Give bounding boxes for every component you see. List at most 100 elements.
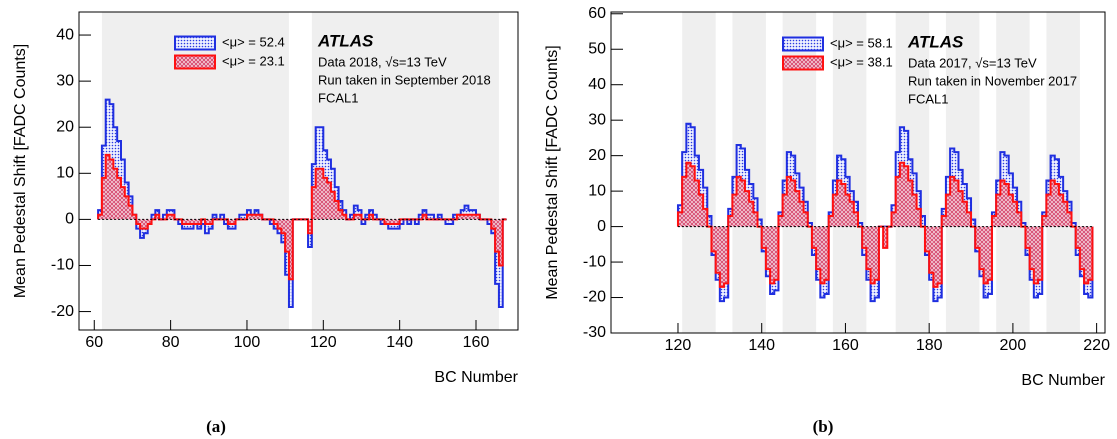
histogram-bin xyxy=(136,219,141,224)
histogram-bin xyxy=(1033,226,1039,284)
histogram-bin xyxy=(361,219,366,224)
histogram-bin xyxy=(908,180,913,227)
y-axis-label: Mean Pedestal Shift [FADC Counts] xyxy=(544,45,561,299)
histogram-bin xyxy=(155,214,160,220)
histogram-bin xyxy=(204,219,209,234)
histogram-bin xyxy=(338,210,343,220)
histogram-bin xyxy=(786,176,792,227)
panel-label: (b) xyxy=(813,417,834,436)
y-tick-label: 0 xyxy=(597,218,606,235)
histogram-bin xyxy=(1084,226,1089,284)
histogram-bin xyxy=(308,219,312,234)
histogram-bin xyxy=(841,184,846,227)
histogram-bin xyxy=(1017,212,1022,227)
histogram-bin xyxy=(924,226,930,252)
histogram-bin xyxy=(147,219,152,224)
histogram-bin xyxy=(220,214,225,220)
histogram-bin xyxy=(677,212,683,227)
histogram-bin xyxy=(853,212,858,227)
histogram-bin xyxy=(239,214,244,220)
histogram-bin xyxy=(1063,201,1068,227)
histogram-bin xyxy=(197,219,202,224)
histogram-bin xyxy=(849,201,854,227)
histogram-bin xyxy=(698,194,704,227)
histogram-bin xyxy=(334,200,339,220)
legend-label: <μ> = 58.1 xyxy=(830,35,893,50)
annotation: Run taken in November 2017 xyxy=(908,73,1077,88)
histogram-bin xyxy=(686,162,691,227)
histogram-bin xyxy=(330,191,335,220)
histogram-bin xyxy=(782,194,787,227)
histogram-bin xyxy=(845,194,850,227)
x-tick-label: 140 xyxy=(748,337,775,354)
histogram-bin xyxy=(920,215,925,227)
annotation: FCAL1 xyxy=(908,91,948,106)
histogram-bin xyxy=(1058,194,1064,227)
histogram-bin xyxy=(464,205,469,220)
histogram-bin xyxy=(487,219,492,224)
histogram-bin xyxy=(185,219,190,224)
histogram-bin xyxy=(736,176,741,227)
histogram-bin xyxy=(128,205,133,220)
histogram-bin xyxy=(224,219,228,224)
histogram-bin xyxy=(728,215,733,227)
histogram-bin xyxy=(966,212,972,227)
y-tick-label: 10 xyxy=(588,182,606,199)
x-tick-label: 160 xyxy=(832,337,859,354)
histogram-bin xyxy=(407,219,412,224)
histogram-bin xyxy=(250,214,255,220)
histogram-bin xyxy=(1004,184,1009,227)
histogram-bin xyxy=(862,226,867,248)
histogram-bin xyxy=(392,219,396,224)
histogram-bin xyxy=(991,215,997,227)
histogram-bin xyxy=(327,182,331,220)
histogram-bin xyxy=(824,226,829,280)
histogram-bin xyxy=(774,226,779,280)
histogram-bin xyxy=(109,159,114,220)
histogram-bin xyxy=(388,219,393,224)
histogram-bin xyxy=(365,214,370,220)
histogram-bin xyxy=(971,219,976,227)
y-tick-label: 40 xyxy=(56,26,74,43)
histogram-bin xyxy=(288,219,293,280)
histogram-bin xyxy=(189,219,194,224)
histogram-bin xyxy=(323,177,328,220)
histogram-bin xyxy=(243,214,247,220)
histogram-outline xyxy=(97,153,507,281)
histogram-bin xyxy=(1054,184,1059,227)
histogram-bin xyxy=(246,214,251,220)
histogram-bin xyxy=(281,219,286,234)
histogram-bin xyxy=(140,219,144,229)
histogram-bin xyxy=(208,219,213,224)
histogram-bin xyxy=(1046,194,1051,227)
y-tick-label: -10 xyxy=(51,257,74,274)
histogram-bin xyxy=(143,219,148,229)
histogram-bin xyxy=(422,214,427,220)
histogram-bin xyxy=(979,226,984,270)
histogram-bin xyxy=(828,215,833,227)
histogram-bin xyxy=(1000,180,1005,227)
y-tick-label: 40 xyxy=(588,76,606,93)
histogram-bin xyxy=(472,214,477,220)
histogram-bin xyxy=(285,219,289,252)
histogram-bin xyxy=(975,226,980,248)
histogram-bin xyxy=(476,214,480,220)
histogram-bin xyxy=(437,214,442,220)
histogram-bin xyxy=(315,168,320,220)
histogram-bin xyxy=(101,177,106,220)
y-tick-label: 20 xyxy=(56,118,74,135)
histogram-bin xyxy=(837,180,842,227)
histogram-bin xyxy=(707,215,712,227)
x-tick-label: 60 xyxy=(85,334,103,351)
histogram-bin xyxy=(770,226,775,284)
histogram-bin xyxy=(703,187,708,227)
histogram-bin xyxy=(866,226,871,270)
x-axis-label: BC Number xyxy=(434,369,518,386)
histogram-bin xyxy=(166,214,171,220)
histogram-bin xyxy=(468,214,473,220)
x-tick-label: 160 xyxy=(463,334,490,351)
histogram-bin xyxy=(369,214,373,220)
experiment-label: ATLAS xyxy=(317,31,374,50)
histogram-bin xyxy=(426,214,431,220)
histogram-bin xyxy=(132,214,137,220)
